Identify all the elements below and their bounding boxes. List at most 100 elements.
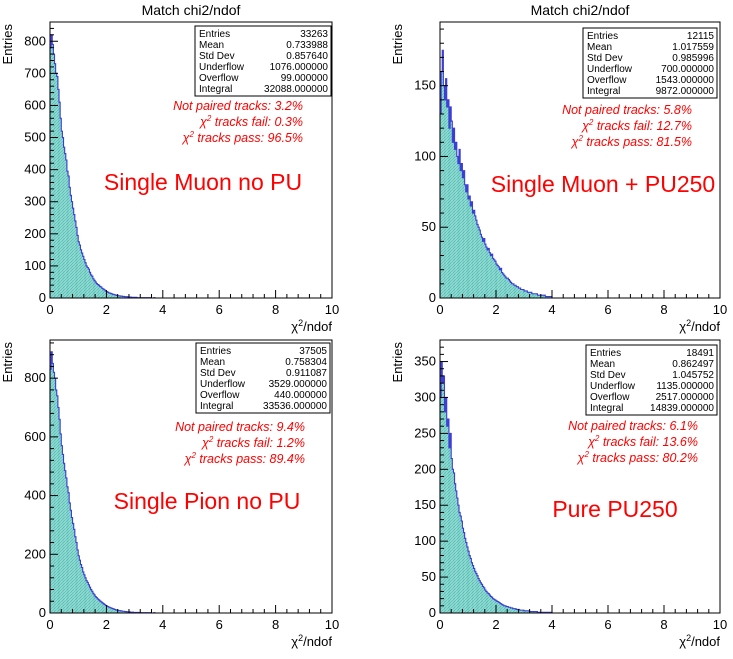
histogram-bar bbox=[70, 510, 71, 613]
y-tick-label: 0 bbox=[39, 605, 46, 620]
stats-key: Mean bbox=[590, 359, 615, 370]
histogram-bar bbox=[474, 210, 475, 298]
stats-value: 0.985996 bbox=[672, 53, 714, 64]
histogram-bar bbox=[59, 419, 60, 613]
x-axis-label: χ2/ndof bbox=[679, 318, 720, 334]
histogram-bar bbox=[499, 270, 500, 298]
histogram-bar bbox=[503, 274, 504, 298]
histogram-bar bbox=[89, 587, 90, 613]
histogram-bar bbox=[484, 239, 485, 298]
histogram-bar bbox=[61, 131, 62, 298]
x-tick-label: 0 bbox=[436, 302, 443, 317]
x-tick-label: 8 bbox=[272, 302, 279, 317]
histogram-bar bbox=[75, 537, 76, 613]
x-tick-label: 8 bbox=[660, 617, 667, 632]
x-tick-label: 8 bbox=[272, 617, 279, 632]
histogram-bar bbox=[453, 473, 454, 613]
x-axis-label: χ2/ndof bbox=[291, 633, 332, 649]
histogram-bar bbox=[457, 156, 458, 298]
y-tick-label: 200 bbox=[24, 226, 46, 241]
histogram-bar bbox=[71, 202, 72, 298]
histogram-bar bbox=[84, 575, 85, 613]
histogram-bar bbox=[459, 512, 460, 613]
histogram-bar bbox=[461, 521, 462, 613]
stats-value: 12115 bbox=[687, 31, 715, 42]
annotation-part: tracks fail: 1.2% bbox=[213, 436, 305, 450]
histogram-bar bbox=[74, 529, 75, 613]
histogram-bar bbox=[487, 250, 488, 298]
histogram-bar bbox=[490, 256, 491, 298]
annotation-part: χ bbox=[577, 451, 585, 465]
histogram-bar bbox=[84, 259, 85, 298]
histogram-bar bbox=[514, 609, 515, 613]
x-tick-label: 0 bbox=[46, 617, 53, 632]
stats-key: Underflow bbox=[199, 62, 245, 73]
histogram-bar bbox=[478, 227, 479, 298]
x-tick-label: 2 bbox=[103, 302, 110, 317]
y-tick-label: 150 bbox=[414, 78, 436, 93]
histogram-bar bbox=[522, 290, 523, 298]
stats-key: Overflow bbox=[590, 392, 630, 403]
y-tick-label: 800 bbox=[24, 33, 46, 48]
histogram-bar bbox=[442, 50, 443, 298]
histogram-bar bbox=[477, 224, 478, 298]
sample-label: Single Muon + PU250 bbox=[491, 171, 715, 197]
annotation-part: χ bbox=[182, 131, 190, 145]
y-tick-label: 400 bbox=[24, 162, 46, 177]
annotation-line: χ2 tracks pass: 81.5% bbox=[571, 134, 692, 149]
histogram-bar bbox=[82, 568, 83, 614]
histogram-bar bbox=[486, 591, 487, 613]
annotation-line: Not paired tracks: 6.1% bbox=[568, 419, 698, 433]
histogram-bar bbox=[87, 268, 88, 298]
histogram-bar bbox=[89, 272, 90, 298]
stats-value: 0.911087 bbox=[286, 368, 327, 379]
histogram-bar bbox=[499, 603, 500, 613]
histogram-bar bbox=[488, 248, 489, 298]
histogram-bar bbox=[83, 572, 84, 613]
histogram-bar bbox=[521, 290, 522, 298]
histogram-bar bbox=[494, 260, 495, 298]
annotation-part: tracks pass: 81.5% bbox=[583, 135, 692, 149]
histogram-bar bbox=[483, 241, 484, 298]
histogram-bar bbox=[497, 265, 498, 298]
histogram-bar bbox=[513, 609, 514, 613]
histogram-bar bbox=[462, 528, 463, 613]
histogram-bar bbox=[464, 171, 465, 298]
histogram-bar bbox=[69, 187, 70, 298]
histogram-bar bbox=[504, 606, 505, 613]
annotation-line: χ2 tracks fail: 0.3% bbox=[199, 114, 303, 129]
histogram-bar bbox=[461, 164, 462, 298]
stats-value: 1.045752 bbox=[672, 370, 714, 381]
stats-value: 3529.000000 bbox=[269, 379, 328, 390]
annotation-part: tracks pass: 96.5% bbox=[194, 131, 303, 145]
annotation-part: χ bbox=[587, 435, 595, 449]
histogram-bar bbox=[460, 171, 461, 298]
annotation-line: χ2 tracks pass: 89.4% bbox=[184, 451, 305, 466]
y-tick-label: 500 bbox=[24, 130, 46, 145]
annotation-line: χ2 tracks pass: 80.2% bbox=[577, 450, 698, 465]
histogram-bar bbox=[464, 533, 465, 613]
stats-key: Std Dev bbox=[590, 370, 626, 381]
histogram-bar bbox=[96, 284, 97, 298]
histogram-bar bbox=[508, 280, 509, 298]
x-tick-label: 2 bbox=[492, 617, 499, 632]
y-tick-label: 200 bbox=[24, 546, 46, 561]
annotation-line: Not paired tracks: 9.4% bbox=[175, 420, 305, 434]
histogram-bar bbox=[76, 227, 77, 298]
histogram-bar bbox=[65, 154, 66, 298]
x-tick-label: 4 bbox=[159, 302, 166, 317]
histogram-bar bbox=[488, 594, 489, 613]
y-tick-label: 300 bbox=[414, 389, 436, 404]
histogram-bar bbox=[467, 547, 468, 613]
histogram-bar bbox=[55, 64, 56, 298]
histogram-bar bbox=[475, 571, 476, 613]
stats-value: 9872.000000 bbox=[656, 86, 715, 97]
histogram-bar bbox=[97, 285, 98, 298]
histogram-bar bbox=[75, 221, 76, 298]
histogram-bar bbox=[455, 149, 456, 298]
histogram-bar bbox=[100, 286, 101, 298]
histogram-bar bbox=[99, 600, 100, 613]
y-tick-label: 100 bbox=[414, 533, 436, 548]
